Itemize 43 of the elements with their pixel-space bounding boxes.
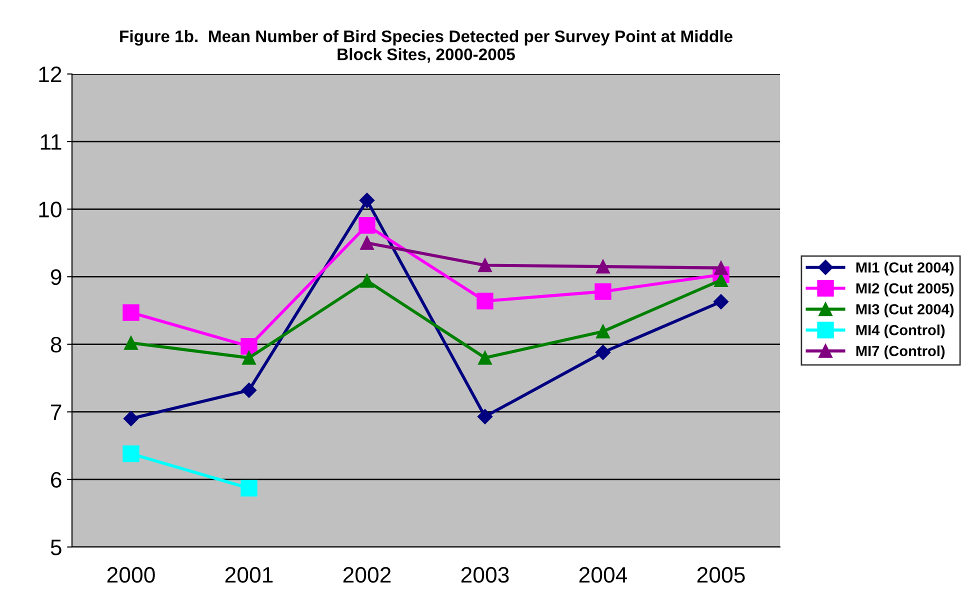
point	[124, 336, 138, 350]
point	[478, 350, 492, 365]
x-tick-label: 2005	[697, 567, 745, 583]
point	[241, 382, 257, 398]
point	[476, 292, 494, 310]
y-tick-label: 10	[39, 202, 62, 218]
point	[714, 273, 728, 288]
point	[358, 217, 376, 234]
point	[714, 260, 728, 275]
point	[122, 304, 140, 321]
point	[596, 324, 610, 338]
point	[713, 294, 729, 310]
point	[360, 274, 374, 288]
legend-label: MI1 (Cut 2004)	[856, 262, 954, 276]
point	[240, 480, 258, 497]
point	[359, 192, 375, 208]
point	[477, 409, 493, 424]
x-tick-label: 2003	[461, 567, 509, 583]
point	[242, 350, 256, 365]
x-tick-label: 2002	[343, 567, 391, 583]
y-tick-label: 12	[39, 66, 62, 82]
point	[122, 445, 140, 462]
legend-label: MI7 (Control)	[856, 345, 945, 360]
point	[478, 258, 492, 272]
point	[594, 283, 612, 300]
point	[596, 260, 610, 274]
x-tick-label: 2004	[579, 567, 628, 583]
point	[240, 338, 258, 355]
chart-title: Figure 1b. Mean Number of Bird Species Detected per Survey Point at Middle Block Sites, 2000-2005	[120, 30, 732, 63]
y-tick-label: 8	[50, 336, 62, 353]
legend-label: MI2 (Cut 2005)	[856, 282, 954, 296]
y-tick-label: 6	[51, 472, 62, 488]
point	[595, 344, 611, 360]
point	[123, 411, 139, 426]
legend-label: MI3 (Cut 2004)	[856, 304, 954, 318]
y-tick-label: 11	[40, 134, 62, 150]
x-tick-label: 2000	[107, 567, 155, 583]
y-tick-label: 5	[50, 540, 62, 556]
point	[360, 236, 374, 250]
y-tick-label: 7	[51, 404, 62, 420]
legend-label: MI4 (Control)	[856, 324, 945, 338]
x-tick-label: 2001	[225, 567, 273, 583]
y-tick-label: 9	[50, 269, 62, 285]
